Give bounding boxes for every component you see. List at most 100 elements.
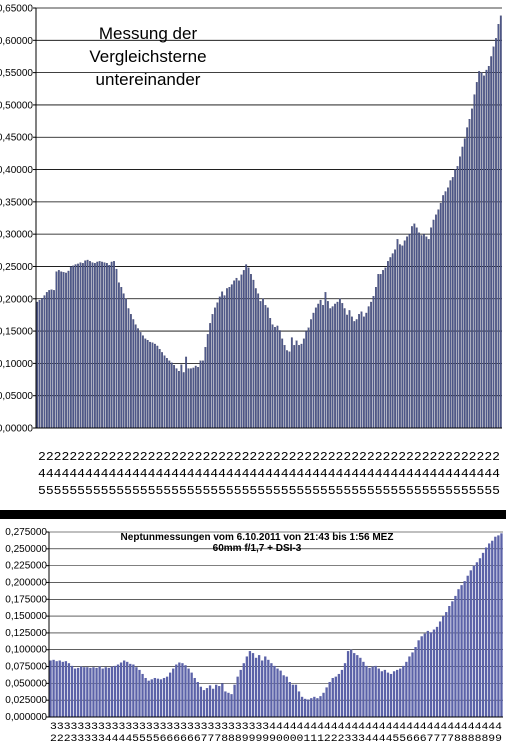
bar	[50, 289, 53, 429]
bar	[76, 667, 80, 717]
bar	[84, 260, 87, 429]
bar	[65, 272, 67, 429]
bar	[129, 314, 132, 429]
bar	[473, 94, 476, 429]
bar	[74, 264, 77, 429]
bar	[168, 360, 171, 429]
y-tick-label: 0,45000	[0, 133, 33, 144]
bar	[45, 292, 48, 429]
bar	[468, 119, 471, 429]
bar	[254, 657, 258, 717]
bar	[144, 338, 147, 429]
bar	[81, 263, 84, 429]
bar	[269, 318, 272, 429]
bar	[105, 263, 108, 429]
bar	[444, 191, 447, 429]
bar	[408, 656, 411, 717]
bar	[197, 367, 200, 429]
bar	[251, 653, 255, 717]
bar	[77, 263, 79, 429]
bar	[64, 661, 68, 717]
bar	[449, 180, 452, 429]
bar	[264, 305, 267, 429]
bar	[282, 675, 285, 717]
y-tick-label: 0,10000	[0, 359, 33, 370]
bar	[211, 688, 215, 717]
bar	[294, 684, 298, 717]
bar	[406, 236, 409, 429]
bar	[334, 676, 337, 717]
bar	[466, 575, 469, 717]
bar	[463, 581, 466, 717]
bar	[149, 341, 151, 429]
bar	[346, 651, 350, 717]
bar	[500, 533, 503, 717]
chart-title-line-3: untereinander	[96, 70, 201, 89]
bar	[475, 562, 479, 717]
bar	[209, 323, 212, 429]
bar	[403, 240, 406, 429]
bar	[454, 595, 457, 717]
bar	[238, 280, 240, 429]
bar	[343, 663, 347, 717]
bar	[322, 305, 324, 429]
bar	[360, 311, 363, 429]
bar	[494, 536, 497, 717]
bar	[162, 677, 166, 717]
y-tick-label: 0,125000	[5, 628, 47, 639]
bar	[93, 263, 96, 429]
bar	[396, 239, 399, 429]
chart-title-line-2: Vergleichsterne	[89, 47, 206, 66]
bar	[297, 691, 301, 717]
bar	[402, 665, 405, 717]
bar	[291, 684, 295, 717]
bar	[337, 673, 341, 717]
bar	[487, 66, 490, 429]
bar	[353, 321, 356, 429]
bar	[394, 249, 397, 429]
bar	[478, 71, 481, 429]
bar	[283, 345, 286, 429]
bar	[113, 261, 115, 429]
bar	[62, 272, 65, 429]
bar	[331, 306, 334, 429]
bar	[423, 633, 426, 717]
bar	[89, 667, 92, 717]
bar	[199, 686, 203, 717]
bar	[349, 649, 353, 717]
bar	[132, 319, 135, 429]
bar	[165, 676, 169, 717]
bar	[401, 245, 404, 429]
bar	[169, 672, 172, 717]
y-tick-label: 0,250000	[5, 544, 47, 555]
bar	[396, 669, 399, 717]
bar	[208, 685, 212, 717]
bar	[471, 108, 473, 429]
bar	[303, 698, 307, 717]
bar	[228, 287, 231, 429]
bar	[365, 312, 368, 429]
bar	[437, 209, 440, 429]
bar	[262, 298, 264, 429]
bar	[325, 687, 328, 717]
bar	[355, 319, 358, 429]
bar	[141, 673, 144, 717]
bar	[48, 290, 51, 429]
bar	[245, 656, 249, 717]
bar	[435, 626, 439, 717]
bar	[405, 661, 408, 717]
bar	[122, 660, 126, 717]
bar	[451, 177, 454, 429]
bar	[61, 661, 64, 717]
y-tick-label: 0,30000	[0, 230, 33, 241]
bar	[172, 668, 175, 717]
bar	[423, 234, 425, 429]
bar	[322, 692, 325, 717]
bar	[206, 334, 209, 429]
bar	[484, 547, 488, 717]
bar	[187, 368, 190, 429]
bar	[307, 327, 310, 429]
bar	[38, 299, 41, 429]
bar	[365, 665, 368, 717]
x-tick-row-2: 2223333344445555666666777888999990000111…	[50, 734, 502, 745]
